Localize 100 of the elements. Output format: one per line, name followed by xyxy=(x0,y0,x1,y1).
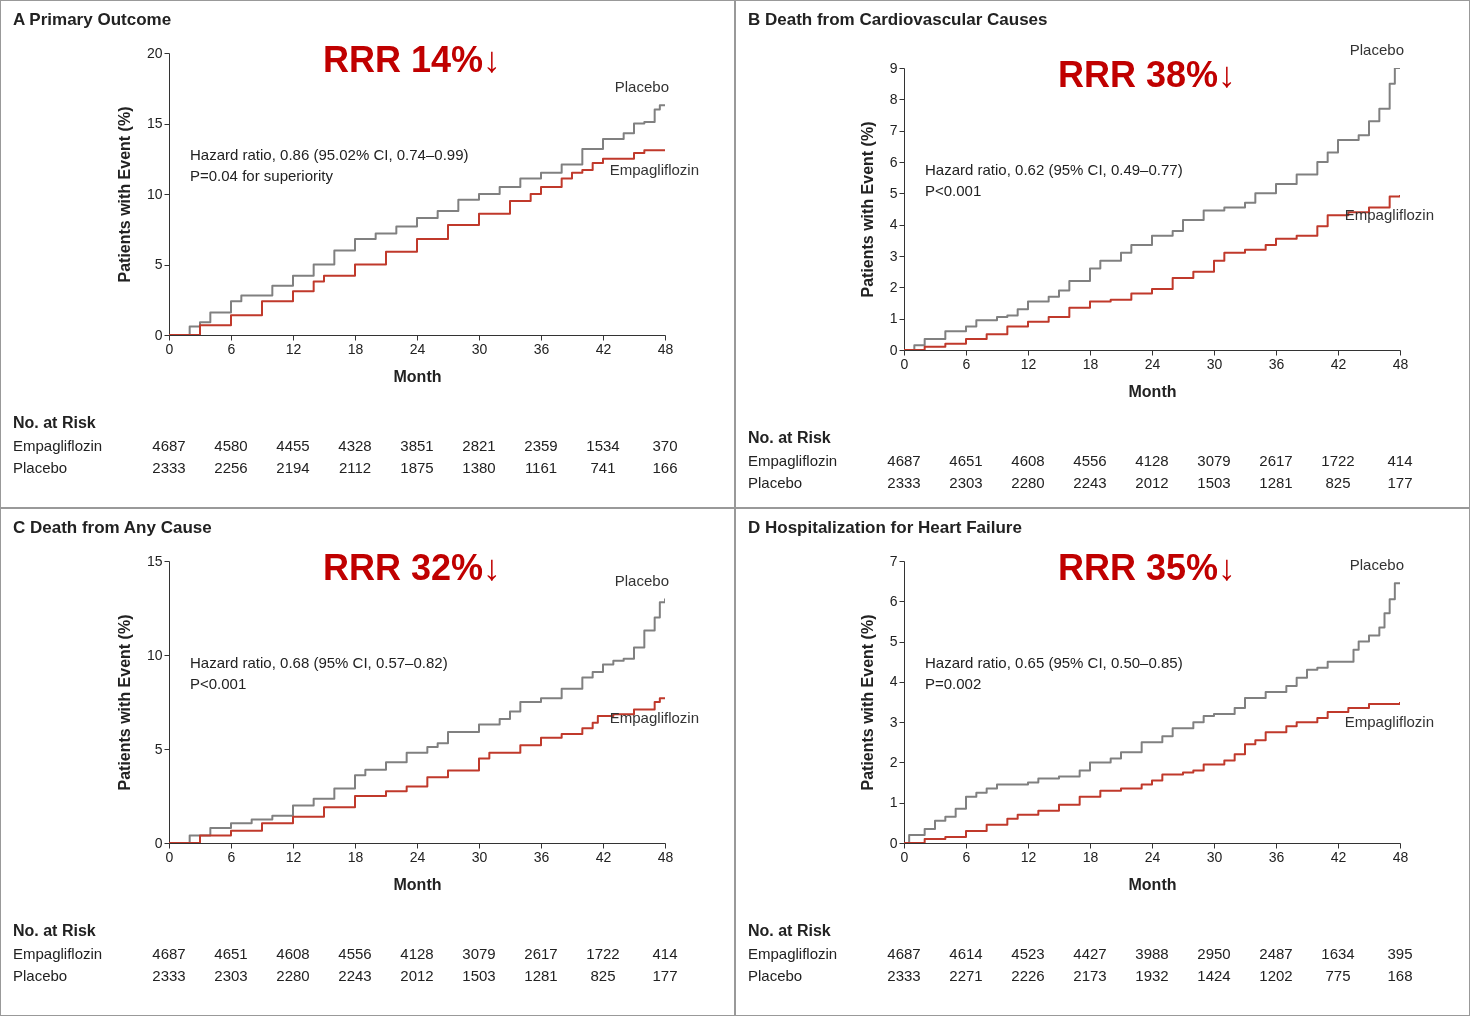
text: 2012 xyxy=(1135,474,1169,491)
text: 370 xyxy=(652,437,678,454)
text: Empagliflozin xyxy=(748,452,838,469)
y-axis-title: Patients with Event (%) xyxy=(858,614,876,791)
y-tick-label: 3 xyxy=(889,247,898,264)
x-axis-title: Month xyxy=(1128,382,1177,400)
text: 3079 xyxy=(1197,452,1231,469)
annotation: P<0.001 xyxy=(190,675,247,692)
text: 2173 xyxy=(1073,967,1107,984)
text: 4651 xyxy=(214,945,248,962)
text: 825 xyxy=(1325,474,1351,491)
annotation: RRR 38%↓ xyxy=(1058,54,1237,95)
text: 177 xyxy=(1387,474,1413,491)
text: 2333 xyxy=(152,967,186,984)
text: 1722 xyxy=(1321,452,1355,469)
text: Placebo xyxy=(748,967,803,984)
y-tick-label: 15 xyxy=(146,115,163,131)
annotation: P=0.04 for superiority xyxy=(190,167,334,184)
series-label: Placebo xyxy=(614,571,669,589)
annotation: Hazard ratio, 0.65 (95% CI, 0.50–0.85) xyxy=(925,654,1183,671)
x-tick-label: 30 xyxy=(471,848,488,865)
text: 825 xyxy=(590,967,616,984)
x-tick-label: 6 xyxy=(962,355,971,372)
y-tick-label: 10 xyxy=(146,185,163,202)
x-tick-label: 12 xyxy=(1020,355,1037,372)
text: 2487 xyxy=(1259,945,1293,962)
x-tick-label: 18 xyxy=(1082,355,1099,372)
y-tick-label: 1 xyxy=(889,794,898,811)
series-label: Empagliflozin xyxy=(609,161,699,179)
text: 2359 xyxy=(524,437,558,454)
text: 4556 xyxy=(338,945,372,962)
x-tick-label: 18 xyxy=(347,848,364,865)
text: 2950 xyxy=(1197,945,1231,962)
text: 2243 xyxy=(338,967,372,984)
text: 4651 xyxy=(949,452,983,469)
text: 2194 xyxy=(276,459,310,476)
text: 2012 xyxy=(400,967,434,984)
x-tick-label: 12 xyxy=(1020,848,1037,865)
text: 2256 xyxy=(214,459,248,476)
x-tick-label: 42 xyxy=(1330,848,1347,865)
x-tick-label: 0 xyxy=(900,848,909,865)
text: 4455 xyxy=(276,437,310,454)
y-tick-label: 5 xyxy=(889,633,898,650)
text: 1932 xyxy=(1135,967,1169,984)
text: 414 xyxy=(1387,452,1413,469)
y-tick-label: 7 xyxy=(889,122,898,139)
text: 4687 xyxy=(887,452,921,469)
y-tick-label: 5 xyxy=(889,184,898,201)
text: 2280 xyxy=(276,967,310,984)
text: 775 xyxy=(1325,967,1351,984)
text: 1875 xyxy=(400,459,434,476)
chart-title: D Hospitalization for Heart Failure xyxy=(748,518,1022,537)
text: 4614 xyxy=(949,945,983,962)
text: 414 xyxy=(652,945,678,962)
y-tick-label: 9 xyxy=(889,59,898,76)
text: 741 xyxy=(590,459,616,476)
x-tick-label: 0 xyxy=(165,848,174,865)
text: 3851 xyxy=(400,437,434,454)
y-axis-title: Patients with Event (%) xyxy=(115,106,133,283)
x-tick-label: 24 xyxy=(409,340,426,357)
text: 4687 xyxy=(152,437,186,454)
x-tick-label: 42 xyxy=(595,340,612,357)
series-label: Empagliflozin xyxy=(1344,205,1434,223)
text: 2333 xyxy=(887,474,921,491)
x-tick-label: 48 xyxy=(1392,848,1409,865)
text: 1634 xyxy=(1321,945,1355,962)
text: 2617 xyxy=(1259,452,1293,469)
x-tick-label: 42 xyxy=(1330,355,1347,372)
text: 4608 xyxy=(1011,452,1045,469)
y-tick-label: 7 xyxy=(889,552,898,569)
text: 2280 xyxy=(1011,474,1045,491)
y-axis-title: Patients with Event (%) xyxy=(858,121,876,298)
x-tick-label: 6 xyxy=(227,848,236,865)
x-tick-label: 0 xyxy=(165,340,174,357)
text: 1503 xyxy=(462,967,496,984)
x-tick-label: 24 xyxy=(1144,355,1161,372)
x-tick-label: 12 xyxy=(285,340,302,357)
x-tick-label: 18 xyxy=(1082,848,1099,865)
text: 395 xyxy=(1387,945,1413,962)
x-tick-label: 12 xyxy=(285,848,302,865)
chart-title: A Primary Outcome xyxy=(13,10,172,29)
x-tick-label: 42 xyxy=(595,848,612,865)
text: 2333 xyxy=(887,967,921,984)
x-tick-label: 0 xyxy=(900,355,909,372)
text: Empagliflozin xyxy=(748,945,838,962)
x-tick-label: 24 xyxy=(1144,848,1161,865)
text: 4556 xyxy=(1073,452,1107,469)
x-tick-label: 30 xyxy=(471,340,488,357)
series-label: Placebo xyxy=(614,78,669,96)
chart-title: C Death from Any Cause xyxy=(13,518,212,537)
text: 3988 xyxy=(1135,945,1169,962)
text: 2821 xyxy=(462,437,496,454)
text: 2271 xyxy=(949,967,983,984)
y-tick-label: 3 xyxy=(889,713,898,730)
y-tick-label: 0 xyxy=(889,834,898,851)
annotation: RRR 32%↓ xyxy=(323,547,502,588)
annotation: RRR 35%↓ xyxy=(1058,547,1237,588)
text: 2226 xyxy=(1011,967,1045,984)
x-tick-label: 24 xyxy=(409,848,426,865)
text: 4687 xyxy=(887,945,921,962)
